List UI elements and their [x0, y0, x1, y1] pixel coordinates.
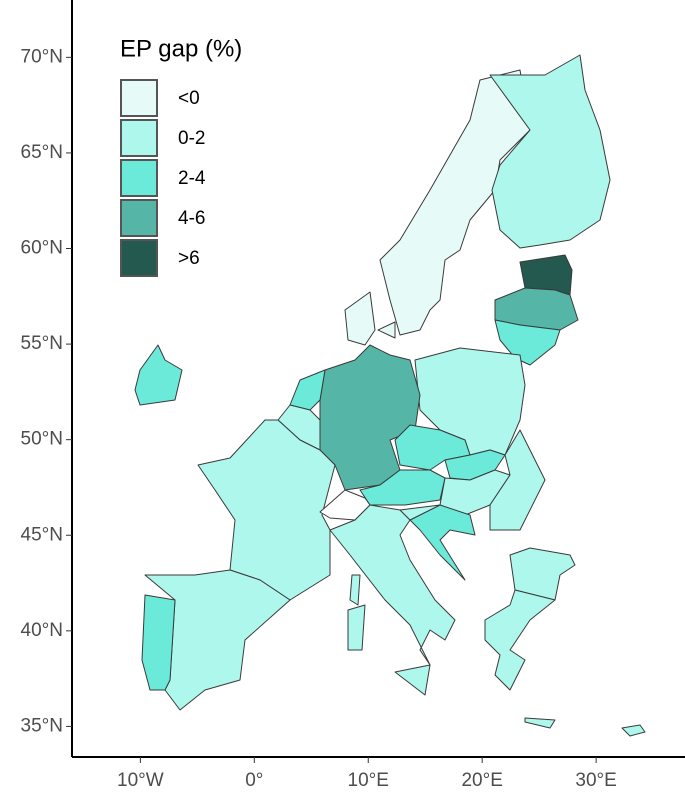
country [489, 54, 611, 249]
country [141, 594, 176, 691]
legend-swatch [120, 199, 158, 237]
country [621, 724, 646, 737]
country [394, 664, 431, 696]
legend-swatch [120, 239, 158, 277]
legend-label: <0 [178, 88, 200, 109]
legend-label: 4-6 [178, 208, 205, 229]
country [379, 69, 531, 336]
y-tick-label: 60°N [21, 238, 63, 259]
country [344, 291, 376, 346]
country [489, 429, 546, 531]
x-tick-label: 20°E [461, 770, 502, 791]
y-tick-label: 65°N [21, 142, 63, 163]
y-tick-label: 40°N [21, 620, 63, 641]
country [399, 504, 441, 521]
legend-swatch [120, 159, 158, 197]
y-tick-label: 45°N [21, 524, 63, 545]
legend-swatch [120, 79, 158, 117]
x-tick-label: 10°W [117, 770, 164, 791]
y-tick-label: 55°N [21, 333, 63, 354]
legend-swatch [120, 119, 158, 157]
legend-label: >6 [178, 248, 200, 269]
country [347, 604, 366, 651]
country [349, 574, 361, 606]
y-tick-label: 35°N [21, 715, 63, 736]
country [484, 589, 556, 691]
country [329, 504, 456, 666]
country [524, 717, 556, 729]
x-tick-label: 30°E [575, 770, 616, 791]
country [197, 419, 336, 601]
legend-label: 0-2 [178, 128, 205, 149]
y-tick-label: 50°N [21, 429, 63, 450]
x-tick-label: 0° [245, 770, 263, 791]
legend-label: 2-4 [178, 168, 206, 189]
country [319, 344, 421, 491]
x-tick-label: 10°E [348, 770, 389, 791]
country [377, 321, 396, 339]
y-tick-label: 70°N [21, 46, 63, 67]
country [409, 504, 476, 581]
country [494, 319, 561, 366]
country [134, 344, 183, 406]
legend-title: EP gap (%) [120, 35, 242, 62]
countries [134, 54, 646, 737]
